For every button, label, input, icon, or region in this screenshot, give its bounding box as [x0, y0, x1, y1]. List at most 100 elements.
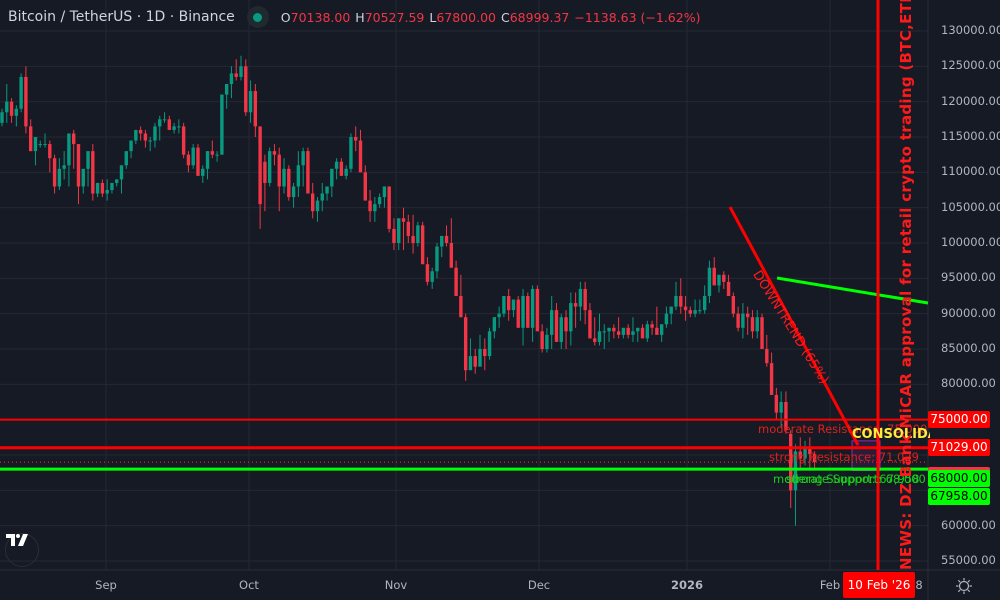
- candle-body: [14, 108, 19, 116]
- news-vertical-label[interactable]: NEWS: DZ Bank MiCAR approval for retail …: [897, 0, 915, 570]
- candle-body: [521, 296, 525, 328]
- candle-body: [401, 218, 406, 222]
- price-axis-label: 100000.00: [941, 235, 1000, 249]
- candle-body: [803, 447, 807, 459]
- tradingview-logo-icon[interactable]: [5, 533, 39, 567]
- candle-body: [95, 182, 100, 194]
- candle-body: [698, 310, 702, 312]
- candle-body: [330, 168, 334, 187]
- candle-body: [444, 235, 449, 244]
- candle-body: [334, 161, 339, 169]
- settings-gear-icon[interactable]: [955, 577, 973, 595]
- candle-body: [416, 225, 420, 244]
- candle-body: [745, 313, 750, 318]
- candle-body: [726, 281, 731, 297]
- candle-body: [320, 193, 324, 201]
- candle-body: [702, 296, 707, 311]
- candle-body: [349, 137, 353, 169]
- candle-body: [377, 197, 382, 205]
- moderate-resistance-label[interactable]: moderate Resistance: 75,000: [758, 422, 928, 436]
- candle-body: [559, 317, 563, 342]
- price-axis-label: 120000.00: [941, 93, 1000, 108]
- candle-body: [291, 186, 296, 198]
- candle-body: [420, 225, 425, 265]
- close-value: 68999.37: [509, 9, 570, 25]
- candle-body: [578, 288, 583, 307]
- candle-body: [100, 182, 105, 194]
- price-axis-label: 80000.00: [941, 376, 996, 391]
- candle-body: [215, 154, 219, 156]
- candle-body: [48, 144, 52, 159]
- strong-resistance-label[interactable]: strong Resistance: 71,029: [769, 450, 919, 464]
- candle-body: [110, 182, 114, 191]
- candle-body: [664, 313, 669, 325]
- candle-body: [244, 66, 248, 113]
- candle-body: [52, 158, 57, 187]
- candle-body: [506, 296, 511, 311]
- candle-body: [765, 349, 769, 364]
- candle-body: [545, 334, 549, 350]
- low-label: L: [429, 9, 437, 25]
- candle-body: [430, 271, 434, 282]
- price-axis-label: 125000.00: [941, 58, 1000, 73]
- ohlc-values: O70138.00 H70527.59 L67800.00 C68999.37 …: [281, 10, 701, 25]
- price-axis-label: 105000.00: [941, 199, 1000, 214]
- candle-body: [387, 186, 391, 229]
- candle-body: [793, 451, 798, 491]
- candle-body: [234, 73, 238, 77]
- candle-body: [463, 317, 468, 371]
- candle-body: [755, 317, 759, 332]
- symbol-title[interactable]: Bitcoin / TetherUS · 1D · Binance: [8, 9, 235, 25]
- candle-body: [301, 151, 305, 166]
- candle-body: [722, 274, 726, 282]
- candle-body: [440, 235, 444, 247]
- moderate-support-label[interactable]: moderate Support: 68,000: [773, 472, 926, 486]
- candle-body: [72, 133, 76, 145]
- candle-body: [769, 363, 774, 395]
- candle-body: [296, 165, 301, 187]
- candle-body: [535, 288, 540, 332]
- candle-body: [91, 151, 95, 194]
- market-status-icon[interactable]: [246, 6, 269, 28]
- candle-body: [406, 221, 410, 236]
- candle-body: [435, 246, 439, 272]
- price-axis-label: 90000.00: [941, 305, 996, 320]
- candle-body: [162, 119, 167, 121]
- candle-body: [19, 76, 23, 109]
- candle-body: [57, 168, 62, 187]
- candle-body: [550, 310, 554, 335]
- candle-body: [339, 161, 344, 176]
- candle-body: [224, 84, 229, 95]
- candle-body: [33, 137, 38, 152]
- low-value: 67800.00: [436, 9, 496, 25]
- time-label-nov: Nov: [384, 578, 408, 592]
- candle-body: [492, 317, 497, 332]
- candle-body: [669, 306, 673, 314]
- candle-body: [263, 161, 267, 183]
- candle-body: [373, 204, 377, 212]
- strong-support-label[interactable]: strong Support: 67,958: [786, 472, 920, 486]
- candle-body: [808, 447, 812, 455]
- candle-body: [554, 310, 559, 342]
- candle-body: [134, 129, 138, 141]
- candle-body: [411, 235, 415, 244]
- price-tag: 75000.00: [928, 410, 990, 428]
- candle-body: [593, 338, 597, 342]
- price-axis-label: 60000.00: [941, 517, 996, 532]
- price-axis-label: 55000.00: [941, 553, 996, 567]
- candle-body: [774, 394, 779, 413]
- candle-body: [253, 91, 258, 127]
- consolidation-label[interactable]: CONSOLIDATION: [852, 427, 930, 442]
- candle-body: [564, 317, 568, 332]
- price-axis-label: 130000.00: [941, 23, 1000, 37]
- candle-body: [779, 402, 783, 413]
- candle-body: [306, 151, 310, 194]
- candle-body: [459, 296, 463, 318]
- candle-body: [626, 327, 630, 335]
- candle-body: [172, 126, 176, 130]
- candle-body: [612, 327, 616, 332]
- candle-body: [191, 147, 195, 166]
- candle-body: [62, 165, 66, 169]
